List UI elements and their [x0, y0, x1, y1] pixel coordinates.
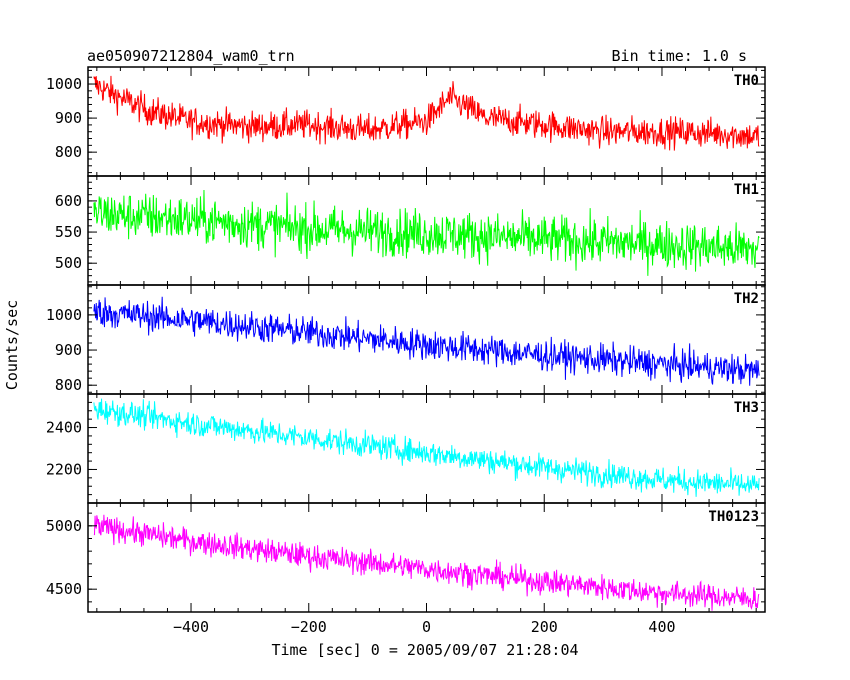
- x-tick-label: 400: [648, 618, 675, 636]
- y-tick-label: 2200: [46, 460, 82, 478]
- x-tick-label: −400: [173, 618, 209, 636]
- chart-title: ae050907212804_wam0_trn: [87, 47, 295, 65]
- y-tick-label: 600: [55, 192, 82, 210]
- y-tick-label: 5000: [46, 517, 82, 535]
- series-line-th0123: [93, 514, 760, 611]
- y-tick-label: 1000: [46, 306, 82, 324]
- y-tick-label: 900: [55, 341, 82, 359]
- series-label: TH0: [734, 73, 759, 89]
- y-tick-label: 900: [55, 109, 82, 127]
- y-tick-label: 1000: [46, 75, 82, 93]
- series-label: TH1: [734, 182, 759, 198]
- series-line-th0: [93, 75, 760, 151]
- x-tick-label: 200: [531, 618, 558, 636]
- y-tick-label: 800: [55, 143, 82, 161]
- series-label: TH2: [734, 291, 759, 307]
- panel-th0123: 4500 5000 TH0123: [46, 502, 766, 613]
- y-tick-label: 2400: [46, 419, 82, 437]
- series-label: TH0123: [708, 509, 759, 525]
- panel-th3: 2200 2400 TH3: [46, 393, 766, 504]
- y-tick-label: 550: [55, 223, 82, 241]
- panel-th1: 500 550 600 TH1: [55, 175, 766, 286]
- series-line-th1: [93, 189, 760, 276]
- x-axis-label: Time [sec] 0 = 2005/09/07 21:28:04: [271, 641, 578, 659]
- series-line-th3: [93, 398, 760, 497]
- y-axis-label: Counts/sec: [3, 300, 21, 390]
- x-tick-label: 0: [422, 618, 431, 636]
- series-label: TH3: [734, 400, 759, 416]
- panel-th0: 800 900 1000 TH0: [46, 66, 766, 177]
- x-axis: −400 −200 0 200 400: [173, 618, 676, 636]
- panel-th2: 800 900 1000 TH2: [46, 284, 766, 395]
- series-line-th2: [93, 296, 760, 386]
- y-tick-label: 500: [55, 254, 82, 272]
- y-tick-label: 800: [55, 376, 82, 394]
- bin-time-label: Bin time: 1.0 s: [612, 47, 747, 65]
- panel-frame: [87, 284, 766, 395]
- x-tick-label: −200: [291, 618, 327, 636]
- panels: 800 900 1000 TH0 500 550 600 TH1 800 900 1000 TH2 22…: [46, 66, 766, 613]
- y-tick-label: 4500: [46, 580, 82, 598]
